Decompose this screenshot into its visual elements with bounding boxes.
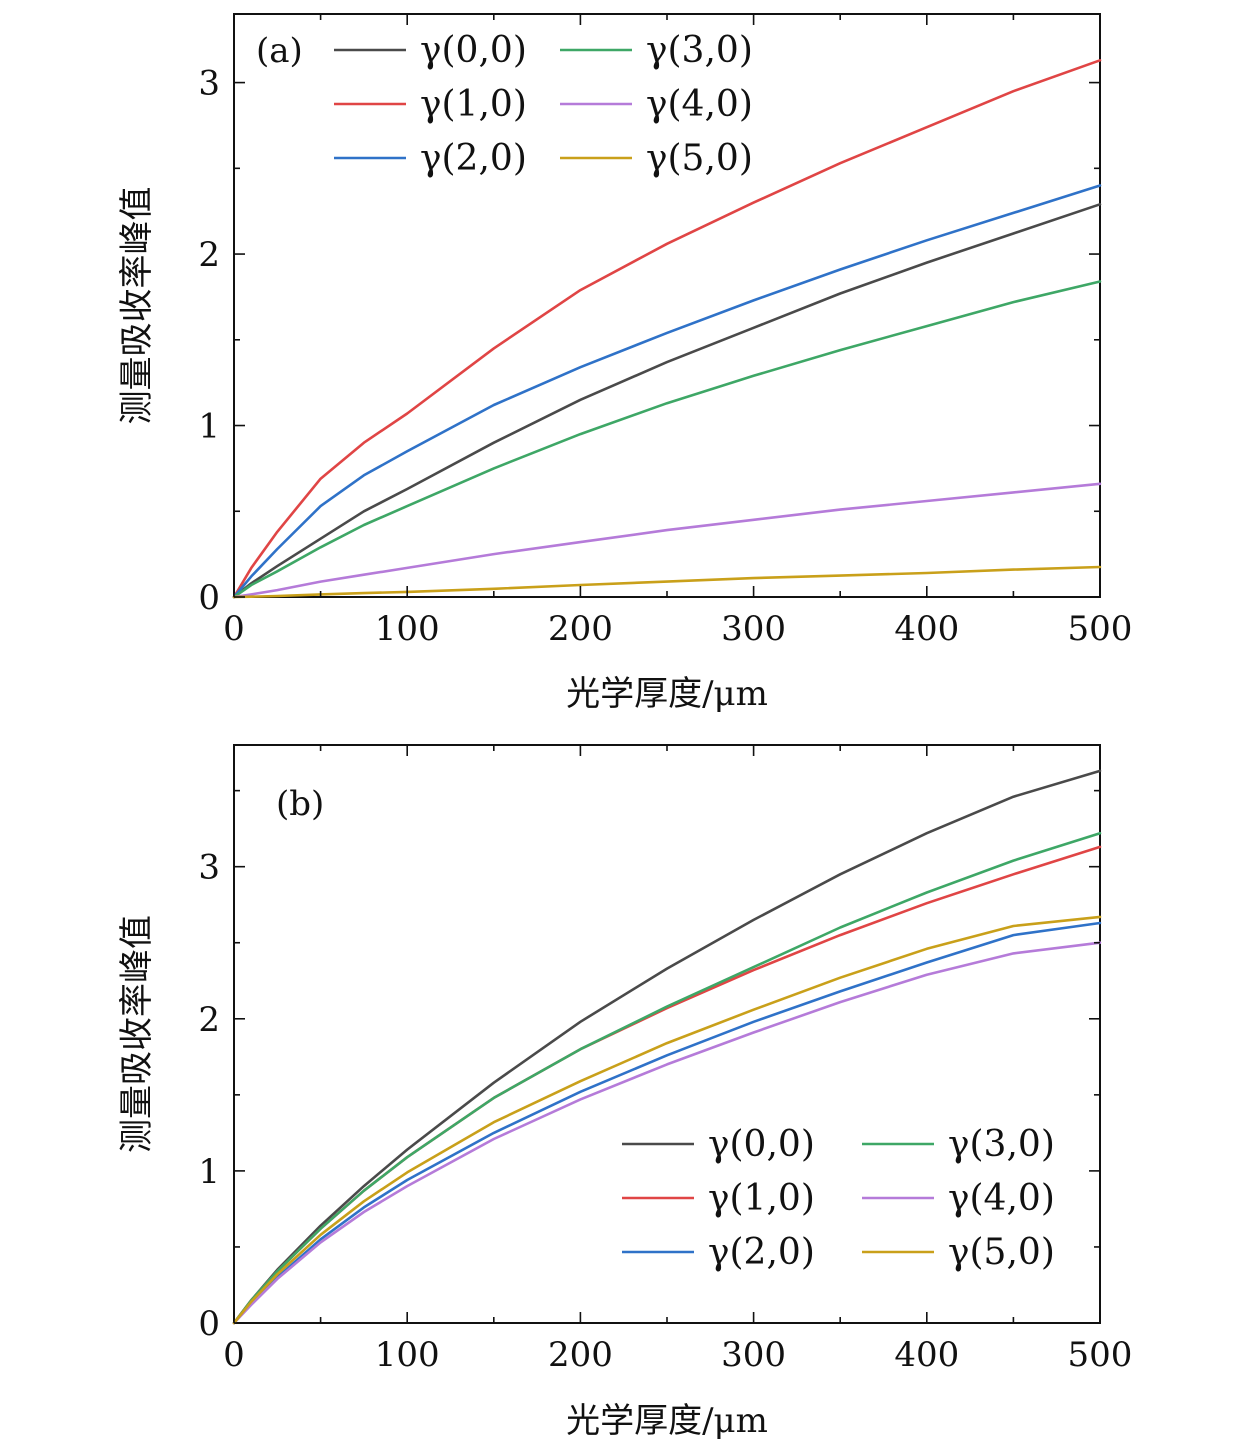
series-line-5 <box>232 565 1102 599</box>
series-line-2 <box>232 184 1102 599</box>
series-line-2 <box>232 921 1102 1325</box>
y-tick-label: 0 <box>198 578 220 618</box>
y-tick-label: 3 <box>198 848 220 888</box>
legend-label: γ(2,0) <box>420 138 527 179</box>
y-tick-label: 2 <box>198 1000 220 1040</box>
legend-label: γ(3,0) <box>948 1124 1055 1165</box>
x-tick-label: 300 <box>721 609 786 649</box>
y-axis-title: 测量吸收率峰值 <box>117 187 157 425</box>
y-tick-label: 1 <box>198 407 220 447</box>
panel-label: (a) <box>256 31 303 71</box>
x-tick-label: 200 <box>548 1335 613 1375</box>
series-line-3 <box>232 831 1102 1325</box>
legend-label: γ(4,0) <box>948 1178 1055 1219</box>
panel-b: 0 100 200 300 400 500 0 1 2 3 光学厚度/μm 测量吸收率峰值 (b) γ(0… <box>117 744 1133 1441</box>
legend-label: γ(5,0) <box>948 1232 1055 1273</box>
legend-label: γ(0,0) <box>420 30 527 71</box>
x-tick-label: 100 <box>375 1335 440 1375</box>
series-line-4 <box>232 941 1102 1325</box>
x-axis-title: 光学厚度/μm <box>566 1401 768 1441</box>
x-tick-label: 400 <box>894 1335 959 1375</box>
x-tick-label: 500 <box>1068 1335 1133 1375</box>
y-tick-label: 2 <box>198 235 220 275</box>
series-line-4 <box>232 482 1102 599</box>
y-axis-title: 测量吸收率峰值 <box>117 915 157 1153</box>
panel-label: (b) <box>276 784 324 824</box>
y-tick-label: 1 <box>198 1152 220 1192</box>
legend-label: γ(1,0) <box>420 84 527 125</box>
legend-label: γ(3,0) <box>646 30 753 71</box>
panel-a: 0 100 200 300 400 500 0 1 2 3 光学厚度/μm 测量吸收率峰值 (a) γ(0… <box>117 13 1133 714</box>
series-line-5 <box>232 915 1102 1325</box>
x-tick-label: 0 <box>223 609 245 649</box>
x-tick-label: 300 <box>721 1335 786 1375</box>
series-line-1 <box>232 58 1102 599</box>
series-line-0 <box>232 203 1102 599</box>
legend-label: γ(1,0) <box>708 1178 815 1219</box>
x-tick-label: 500 <box>1068 609 1133 649</box>
x-axis-title: 光学厚度/μm <box>566 674 768 714</box>
y-tick-label: 3 <box>198 64 220 104</box>
x-tick-label: 0 <box>223 1335 245 1375</box>
series-line-3 <box>232 280 1102 599</box>
legend-label: γ(2,0) <box>708 1232 815 1273</box>
legend-label: γ(4,0) <box>646 84 753 125</box>
y-tick-label: 0 <box>198 1304 220 1344</box>
legend-label: γ(0,0) <box>708 1124 815 1165</box>
x-tick-label: 200 <box>548 609 613 649</box>
legend-label: γ(5,0) <box>646 138 753 179</box>
x-tick-label: 100 <box>375 609 440 649</box>
x-tick-label: 400 <box>894 609 959 649</box>
